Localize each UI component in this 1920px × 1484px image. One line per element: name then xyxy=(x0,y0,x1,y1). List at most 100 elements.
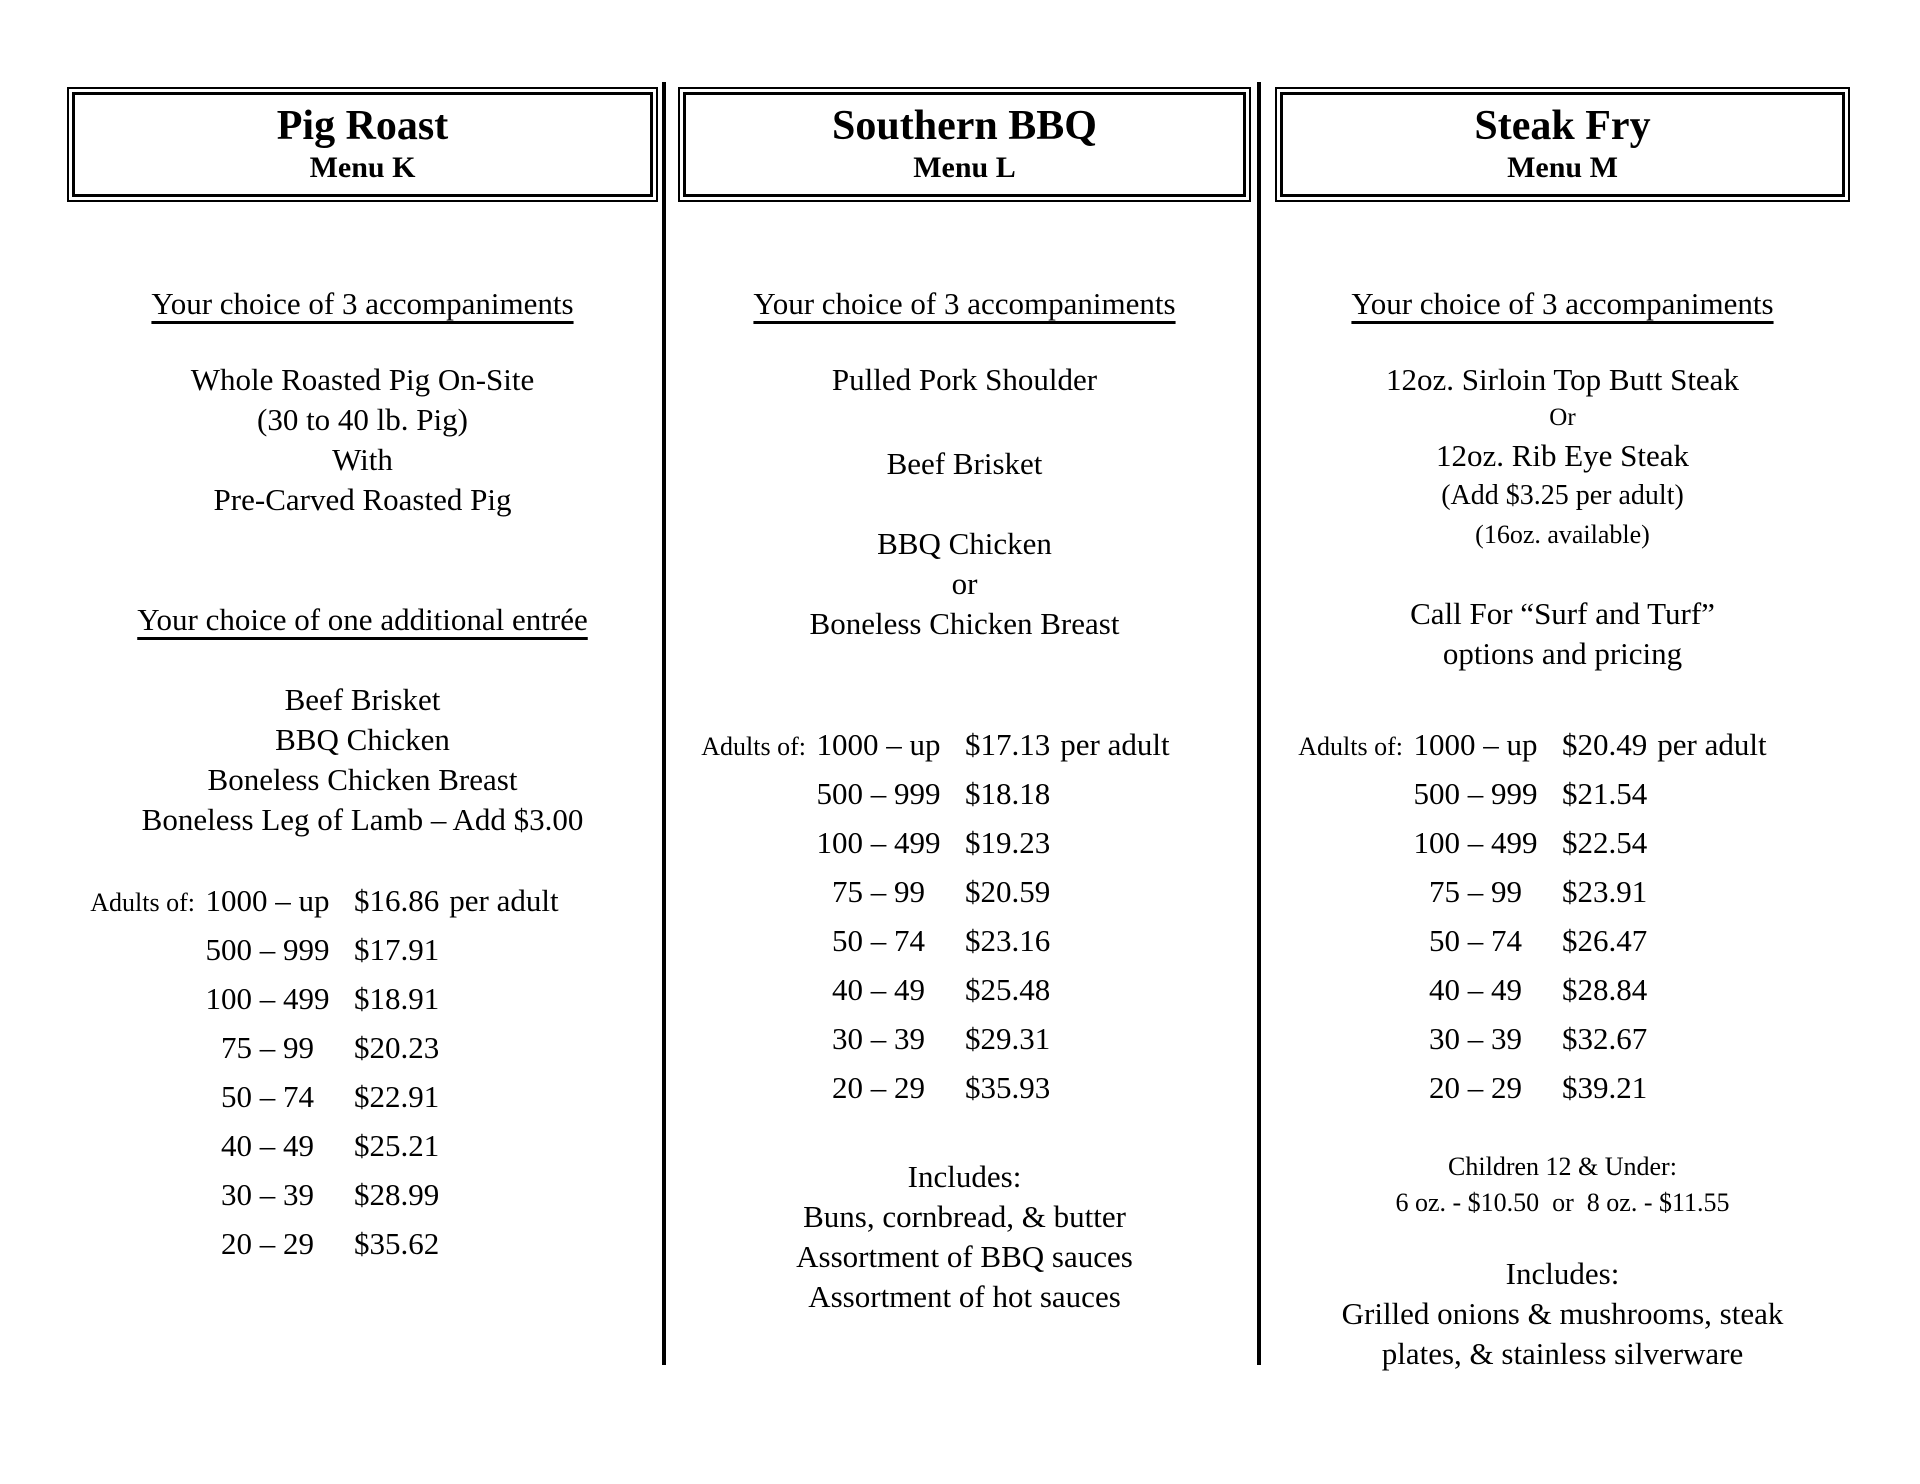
price-row: 75 – 99 $23.91 xyxy=(1275,867,1850,916)
price-row-price: $32.67 xyxy=(1562,1021,1648,1056)
price-row: 500 – 999 $21.54 xyxy=(1275,769,1850,818)
price-row-price: $16.86 xyxy=(354,883,440,918)
price-row-price: $20.59 xyxy=(965,874,1051,909)
price-row-price: $26.47 xyxy=(1562,923,1648,958)
steak-note: (16oz. available) xyxy=(1475,520,1650,549)
price-row: 100 – 499 $22.54 xyxy=(1275,818,1850,867)
price-row-price: $23.91 xyxy=(1562,874,1648,909)
accompaniments-heading: Your choice of 3 accompaniments xyxy=(1351,286,1774,321)
price-row: 100 – 499 $18.91 xyxy=(67,974,658,1023)
price-row-range: 75 – 99 xyxy=(1429,874,1522,909)
price-row: Adults of: 1000 – up $16.86 per adult xyxy=(67,876,658,925)
price-row-range: 20 – 29 xyxy=(1429,1070,1522,1105)
price-row: 20 – 29 $35.93 xyxy=(678,1063,1251,1112)
steak-option: 12oz. Rib Eye Steak xyxy=(1435,438,1690,473)
price-row-price: $25.48 xyxy=(965,972,1051,1007)
menu-header-box-inner: Pig Roast Menu K xyxy=(72,92,653,197)
price-row-price: $22.54 xyxy=(1562,825,1648,860)
price-row-price: $23.16 xyxy=(965,923,1051,958)
price-row: 500 – 999 $18.18 xyxy=(678,769,1251,818)
price-row-range: 1000 – up xyxy=(816,727,941,762)
price-row-range: 20 – 29 xyxy=(221,1226,314,1261)
price-row-price: $28.84 xyxy=(1562,972,1648,1007)
includes-item: Assortment of BBQ sauces xyxy=(796,1239,1133,1274)
price-row: 50 – 74 $23.16 xyxy=(678,916,1251,965)
children-pricing: 6 oz. - $10.50 or 8 oz. - $11.55 xyxy=(1395,1188,1730,1217)
price-row-range: 50 – 74 xyxy=(221,1079,314,1114)
price-row-price: $39.21 xyxy=(1562,1070,1648,1105)
menu-item: Pre-Carved Roasted Pig xyxy=(213,482,512,517)
price-row-range: 75 – 99 xyxy=(221,1030,314,1065)
includes-item: plates, & stainless silverware xyxy=(1381,1336,1744,1371)
price-row-price: $22.91 xyxy=(354,1079,440,1114)
menu-item: Pulled Pork Shoulder xyxy=(831,362,1098,397)
price-row-range: 50 – 74 xyxy=(832,923,925,958)
price-row-range: 100 – 499 xyxy=(1413,825,1538,860)
menu-subtitle: Menu K xyxy=(309,151,416,184)
price-row-range: 20 – 29 xyxy=(832,1070,925,1105)
accompaniments-heading: Your choice of 3 accompaniments xyxy=(753,286,1176,321)
menu-subtitle: Menu L xyxy=(913,151,1016,184)
menu-item: With xyxy=(332,442,393,477)
menu-title: Southern BBQ xyxy=(832,103,1097,149)
menu-title: Steak Fry xyxy=(1474,103,1651,149)
price-row: 40 – 49 $28.84 xyxy=(1275,965,1850,1014)
price-row-suffix: per adult xyxy=(449,883,559,918)
price-row-prefix: Adults of: xyxy=(1298,732,1403,761)
price-row-price: $29.31 xyxy=(965,1021,1051,1056)
includes-heading: Includes: xyxy=(1505,1256,1620,1291)
price-row-price: $18.91 xyxy=(354,981,440,1016)
column-divider-2 xyxy=(1257,82,1261,1365)
menu-title: Pig Roast xyxy=(276,103,449,149)
price-row-prefix: Adults of: xyxy=(90,888,195,917)
steak-note: (Add $3.25 per adult) xyxy=(1441,480,1684,511)
menu-header-box: Steak Fry Menu M xyxy=(1275,87,1850,202)
menu-column-steak-fry: Steak Fry Menu M Your choice of 3 accomp… xyxy=(1275,0,1850,1374)
price-row-price: $18.18 xyxy=(965,776,1051,811)
additional-entree-heading: Your choice of one additional entrée xyxy=(137,602,588,637)
price-row: 100 – 499 $19.23 xyxy=(678,818,1251,867)
menu-item: Boneless Chicken Breast xyxy=(207,762,518,797)
price-row-price: $25.21 xyxy=(354,1128,440,1163)
menu-item: or xyxy=(951,566,978,601)
menu-item: Beef Brisket xyxy=(284,682,441,717)
menu-item: BBQ Chicken xyxy=(275,722,450,757)
surf-turf-line: options and pricing xyxy=(1442,636,1683,671)
price-row: 30 – 39 $29.31 xyxy=(678,1014,1251,1063)
menu-subtitle: Menu M xyxy=(1507,151,1618,184)
menu-column-pig-roast: Pig Roast Menu K Your choice of 3 accomp… xyxy=(67,0,658,1268)
menu-header-box: Pig Roast Menu K xyxy=(67,87,658,202)
price-row-price: $17.13 xyxy=(965,727,1051,762)
price-row-range: 100 – 499 xyxy=(205,981,330,1016)
steak-option: 12oz. Sirloin Top Butt Steak xyxy=(1386,362,1739,397)
price-row: 40 – 49 $25.48 xyxy=(678,965,1251,1014)
price-row: 30 – 39 $32.67 xyxy=(1275,1014,1850,1063)
price-row-range: 30 – 39 xyxy=(832,1021,925,1056)
additional-items-group: Beef Brisket BBQ Chicken Boneless Chicke… xyxy=(67,680,658,840)
price-row-range: 500 – 999 xyxy=(816,776,941,811)
price-row-price: $20.49 xyxy=(1562,727,1648,762)
includes-item: Grilled onions & mushrooms, steak xyxy=(1341,1296,1784,1331)
price-row-range: 500 – 999 xyxy=(205,932,330,967)
price-row: 30 – 39 $28.99 xyxy=(67,1170,658,1219)
pricing-table: Adults of: 1000 – up $17.13 per adult 50… xyxy=(678,720,1251,1112)
price-row: 75 – 99 $20.59 xyxy=(678,867,1251,916)
price-row-range: 40 – 49 xyxy=(1429,972,1522,1007)
menu-item: Boneless Leg of Lamb – Add $3.00 xyxy=(141,802,584,837)
price-row-range: 1000 – up xyxy=(205,883,330,918)
menu-item: Boneless Chicken Breast xyxy=(809,606,1120,641)
children-heading: Children 12 & Under: xyxy=(1448,1152,1677,1181)
includes-item: Assortment of hot sauces xyxy=(808,1279,1121,1314)
price-row: 20 – 29 $35.62 xyxy=(67,1219,658,1268)
price-row-price: $21.54 xyxy=(1562,776,1648,811)
accompaniments-heading: Your choice of 3 accompaniments xyxy=(151,286,574,321)
surf-turf-line: Call For “Surf and Turf” xyxy=(1410,596,1715,631)
price-row: 40 – 49 $25.21 xyxy=(67,1121,658,1170)
menu-item: Whole Roasted Pig On-Site xyxy=(190,362,535,397)
price-row: Adults of: 1000 – up $17.13 per adult xyxy=(678,720,1251,769)
price-row: 50 – 74 $26.47 xyxy=(1275,916,1850,965)
price-row-prefix: Adults of: xyxy=(701,732,806,761)
pricing-table: Adults of: 1000 – up $20.49 per adult 50… xyxy=(1275,720,1850,1112)
price-row-suffix: per adult xyxy=(1657,727,1767,762)
